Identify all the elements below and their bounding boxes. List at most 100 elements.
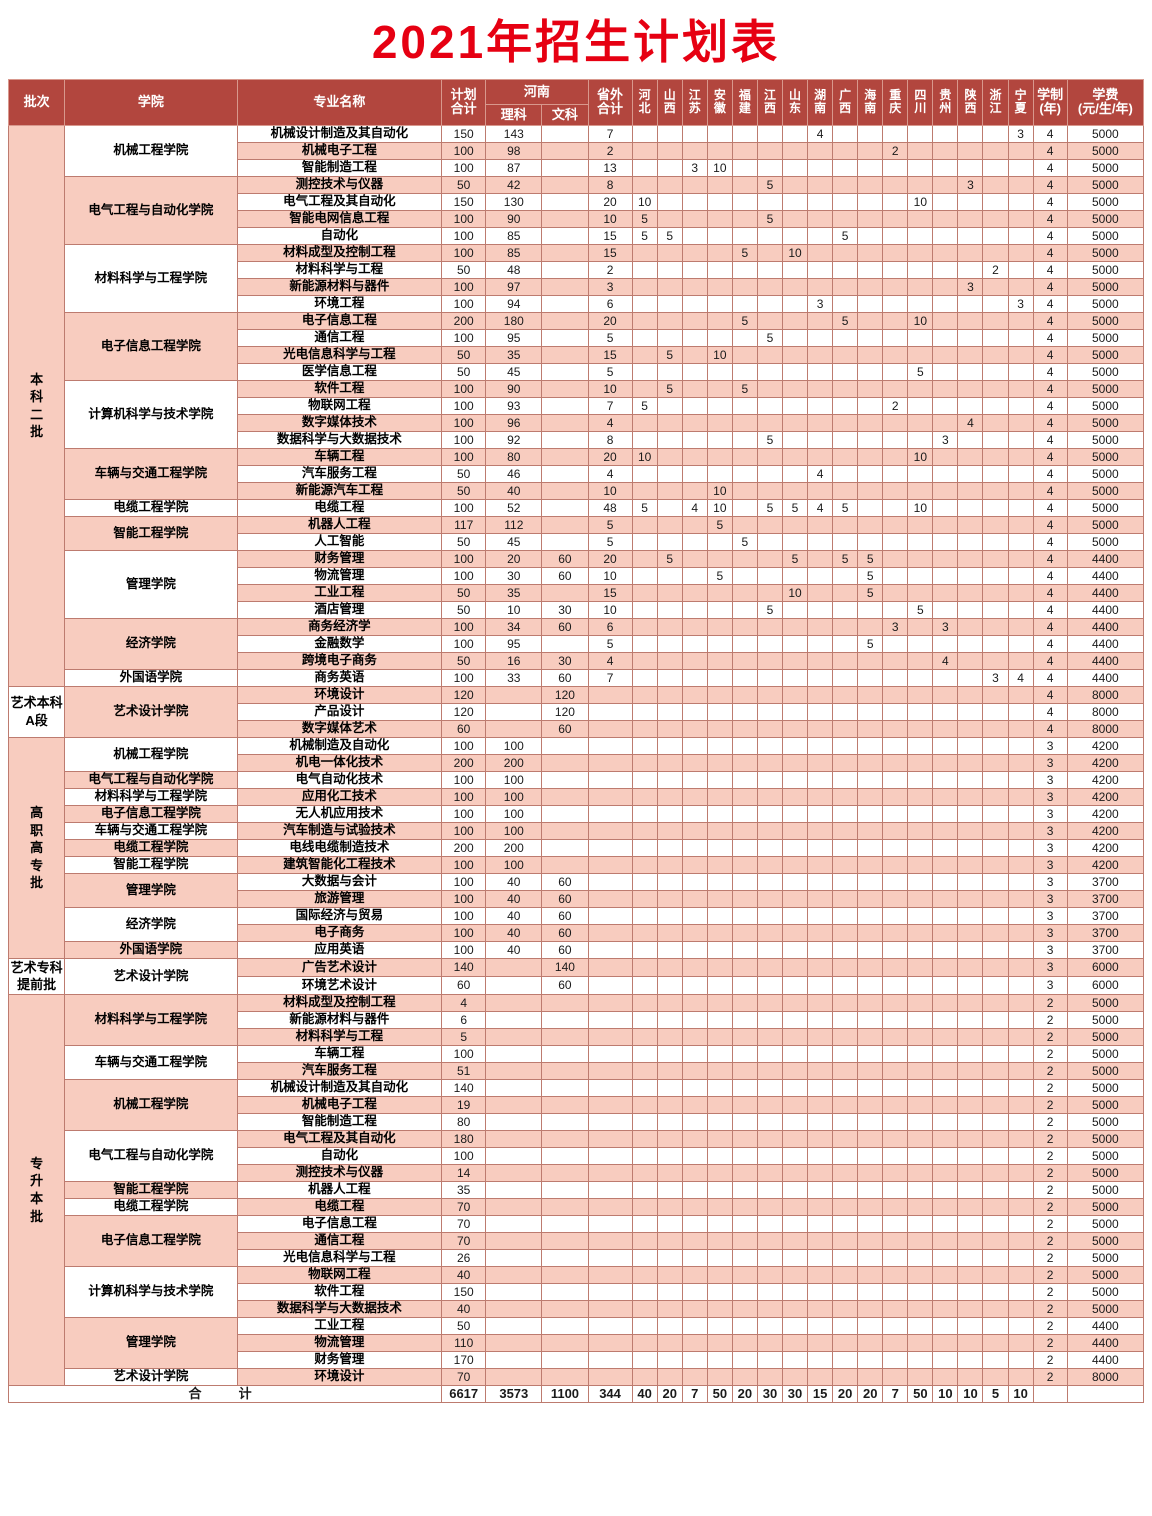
years-cell: 2 bbox=[1032, 1197, 1068, 1216]
province-value-cell bbox=[681, 1214, 708, 1233]
years-cell: 2 bbox=[1032, 1027, 1068, 1046]
plan-total-cell: 50 bbox=[441, 464, 487, 483]
province-value-cell bbox=[907, 515, 934, 534]
province-value-cell bbox=[882, 1333, 909, 1352]
province-value-cell bbox=[832, 209, 859, 228]
tuition-cell: 4200 bbox=[1066, 855, 1145, 874]
province-value-cell: 5 bbox=[731, 243, 758, 262]
province-value-cell bbox=[731, 1180, 758, 1199]
total-science-cell: 3573 bbox=[485, 1384, 543, 1403]
province-value-cell bbox=[907, 1027, 934, 1046]
out-of-province-total-cell bbox=[587, 1299, 633, 1318]
out-of-province-total-cell bbox=[587, 906, 633, 925]
province-value-cell bbox=[882, 804, 909, 823]
province-value-cell bbox=[957, 940, 984, 959]
province-value-cell bbox=[781, 158, 809, 177]
province-value-cell: 4 bbox=[932, 651, 959, 670]
province-value-cell bbox=[756, 1010, 783, 1029]
college-cell: 外国语学院 bbox=[64, 668, 238, 687]
province-value-cell bbox=[807, 600, 834, 619]
province-value-cell: 5 bbox=[756, 328, 783, 347]
province-value-cell bbox=[907, 838, 934, 857]
province-value-cell bbox=[857, 1350, 884, 1369]
province-value-cell bbox=[781, 345, 809, 364]
province-value-cell bbox=[681, 532, 708, 551]
province-value-cell bbox=[781, 787, 809, 806]
years-cell: 4 bbox=[1032, 447, 1068, 466]
henan-arts-cell bbox=[541, 175, 589, 194]
province-value-cell bbox=[731, 804, 758, 823]
plan-total-cell: 100 bbox=[441, 294, 487, 313]
province-value-cell bbox=[1007, 447, 1034, 466]
province-value-cell: 5 bbox=[857, 583, 884, 602]
province-value-cell bbox=[631, 464, 658, 483]
province-value-cell bbox=[656, 1044, 683, 1063]
province-value-cell bbox=[957, 923, 984, 942]
province-value-cell bbox=[807, 583, 834, 602]
province-value-cell bbox=[907, 1010, 934, 1029]
province-value-cell bbox=[681, 1129, 708, 1148]
province-value-cell bbox=[631, 770, 658, 789]
header-province-1: 河 北 bbox=[631, 78, 658, 126]
province-value-cell bbox=[932, 1197, 959, 1216]
header-tuition: 学费 (元/生/年) bbox=[1066, 78, 1145, 126]
province-value-cell bbox=[982, 617, 1009, 636]
province-value-cell bbox=[832, 719, 859, 738]
henan-arts-cell bbox=[541, 1214, 589, 1233]
tuition-cell: 6000 bbox=[1066, 957, 1145, 977]
province-value-cell bbox=[706, 1010, 733, 1029]
province-value-cell bbox=[907, 430, 934, 449]
out-of-province-total-cell bbox=[587, 1248, 633, 1267]
tuition-cell: 5000 bbox=[1066, 328, 1145, 347]
plan-total-cell: 140 bbox=[441, 1078, 487, 1097]
years-cell: 4 bbox=[1032, 226, 1068, 245]
province-value-cell bbox=[1007, 1078, 1034, 1097]
province-value-cell bbox=[706, 209, 733, 228]
province-value-cell bbox=[756, 396, 783, 415]
plan-total-cell: 100 bbox=[441, 736, 487, 755]
province-value-cell bbox=[932, 975, 959, 995]
province-value-cell bbox=[882, 940, 909, 959]
table-row: 酒店管理 50 10 30 10 5 5 4 4400 bbox=[9, 600, 1145, 619]
years-cell: 4 bbox=[1032, 634, 1068, 653]
plan-total-cell: 100 bbox=[441, 889, 487, 908]
out-of-province-total-cell bbox=[587, 804, 633, 823]
major-name-cell: 机械电子工程 bbox=[236, 141, 443, 160]
province-value-cell bbox=[807, 1248, 834, 1267]
province-value-cell bbox=[807, 753, 834, 772]
major-name-cell: 人工智能 bbox=[236, 532, 443, 551]
province-value-cell bbox=[631, 311, 658, 330]
major-name-cell: 产品设计 bbox=[236, 702, 443, 721]
province-value-cell bbox=[781, 906, 809, 925]
henan-arts-cell bbox=[541, 1282, 589, 1301]
province-value-cell bbox=[756, 141, 783, 160]
province-value-cell bbox=[731, 1095, 758, 1114]
province-value-cell bbox=[932, 1350, 959, 1369]
province-value-cell bbox=[857, 1248, 884, 1267]
province-value-cell bbox=[857, 430, 884, 449]
province-value-cell bbox=[1007, 1197, 1034, 1216]
province-value-cell bbox=[656, 1231, 683, 1250]
province-value-cell bbox=[756, 549, 783, 568]
province-value-cell bbox=[832, 566, 859, 585]
province-value-cell bbox=[932, 719, 959, 738]
henan-science-cell: 200 bbox=[485, 838, 543, 857]
province-value-cell bbox=[1007, 651, 1034, 670]
province-value-cell bbox=[756, 124, 783, 143]
major-name-cell: 国际经济与贸易 bbox=[236, 906, 443, 925]
province-value-cell bbox=[656, 1112, 683, 1131]
years-cell: 2 bbox=[1032, 1367, 1068, 1386]
major-name-cell: 数字媒体艺术 bbox=[236, 719, 443, 738]
province-value-cell bbox=[681, 345, 708, 364]
province-value-cell bbox=[807, 821, 834, 840]
province-value-cell bbox=[756, 566, 783, 585]
major-name-cell: 车辆工程 bbox=[236, 1044, 443, 1063]
province-value-cell bbox=[857, 1095, 884, 1114]
province-value-cell bbox=[807, 192, 834, 211]
province-value-cell bbox=[756, 345, 783, 364]
province-value-cell bbox=[1007, 957, 1034, 977]
province-value-cell bbox=[1007, 243, 1034, 262]
henan-arts-cell bbox=[541, 124, 589, 143]
province-value-cell bbox=[781, 311, 809, 330]
province-value-cell bbox=[982, 855, 1009, 874]
